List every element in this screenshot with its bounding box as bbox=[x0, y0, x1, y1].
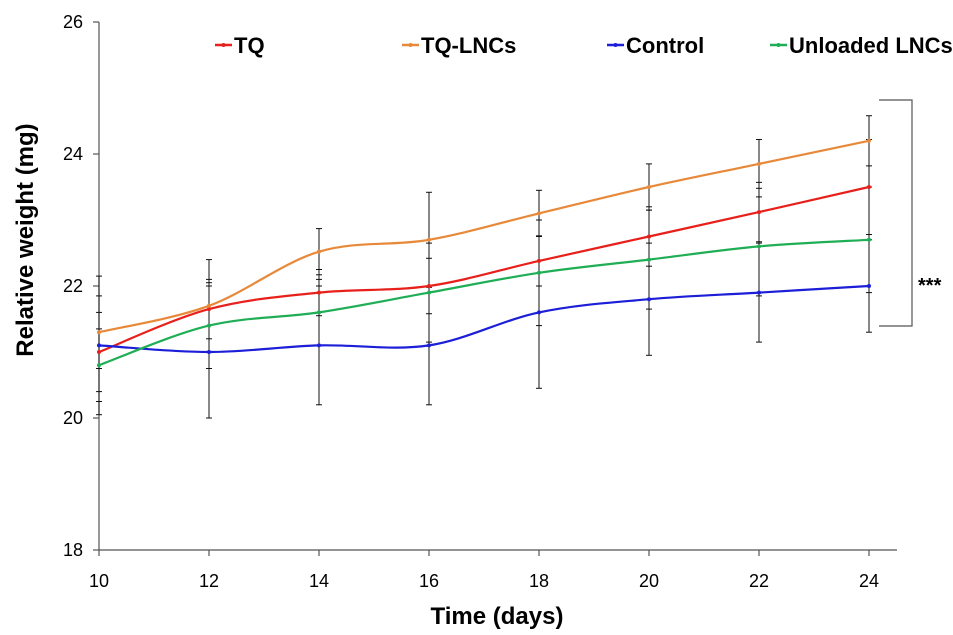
legend-marker bbox=[221, 43, 226, 47]
y-tick-label: 20 bbox=[63, 408, 83, 428]
data-point bbox=[207, 350, 211, 354]
legend-item-tq-lncs: TQ-LNCs bbox=[402, 33, 516, 58]
data-point bbox=[207, 307, 211, 312]
data-point bbox=[647, 185, 651, 189]
data-point bbox=[427, 290, 431, 295]
data-point bbox=[537, 258, 541, 263]
significance-bracket bbox=[879, 99, 913, 327]
data-point bbox=[317, 290, 321, 295]
series-line-control bbox=[98, 284, 870, 354]
data-point bbox=[427, 284, 431, 288]
bracket-line bbox=[879, 99, 913, 327]
y-tick-label: 24 bbox=[63, 144, 83, 164]
legend-marker bbox=[408, 43, 413, 47]
legend-label: TQ-LNCs bbox=[421, 33, 516, 58]
x-tick-label: 22 bbox=[749, 571, 769, 591]
data-point bbox=[867, 185, 871, 189]
data-point bbox=[317, 310, 321, 315]
x-tick-label: 10 bbox=[89, 571, 109, 591]
data-point bbox=[757, 244, 761, 249]
legend-marker bbox=[613, 43, 618, 47]
x-tick-label: 16 bbox=[419, 571, 439, 591]
data-point bbox=[867, 138, 871, 143]
data-point bbox=[427, 343, 431, 348]
y-tick-label: 18 bbox=[63, 540, 83, 560]
y-axis-title: Relative weight (mg) bbox=[12, 123, 39, 356]
data-point bbox=[317, 249, 321, 254]
series-line-unloaded-lncs bbox=[98, 238, 870, 367]
data-point bbox=[317, 343, 321, 348]
x-tick-label: 18 bbox=[529, 571, 549, 591]
error-bars bbox=[96, 115, 872, 419]
data-point bbox=[867, 237, 871, 242]
data-point bbox=[537, 211, 541, 216]
x-tick-label: 12 bbox=[199, 571, 219, 591]
legend: TQ TQ-LNCs Control Unloaded LNCs bbox=[215, 33, 953, 58]
data-point bbox=[757, 290, 761, 295]
data-point bbox=[97, 363, 101, 368]
legend-label: Unloaded LNCs bbox=[789, 33, 953, 58]
legend-item-unloaded-lncs: Unloaded LNCs bbox=[770, 33, 953, 58]
series-line-tq-lncs bbox=[98, 139, 870, 334]
data-point bbox=[647, 297, 651, 302]
y-tick-label: 22 bbox=[63, 276, 83, 296]
data-point bbox=[647, 257, 651, 262]
series-line-tq bbox=[98, 185, 870, 354]
data-point bbox=[757, 161, 761, 166]
data-point bbox=[97, 350, 101, 354]
axes: 18 20 22 24 26 10 12 14 16 18 20 22 24 bbox=[63, 12, 897, 591]
data-point bbox=[97, 343, 101, 348]
x-tick-label: 20 bbox=[639, 571, 659, 591]
x-axis-title: Time (days) bbox=[431, 603, 564, 630]
data-point bbox=[427, 237, 431, 242]
data-point bbox=[207, 303, 211, 308]
series-lines bbox=[97, 138, 871, 368]
legend-item-control: Control bbox=[607, 33, 704, 58]
data-point bbox=[867, 284, 871, 288]
legend-label: Control bbox=[626, 33, 704, 58]
x-tick-label: 24 bbox=[859, 571, 879, 591]
data-point bbox=[647, 234, 651, 239]
data-point bbox=[97, 330, 101, 335]
x-tick-label: 14 bbox=[309, 571, 329, 591]
data-point bbox=[537, 270, 541, 275]
data-point bbox=[207, 323, 211, 328]
legend-label: TQ bbox=[234, 33, 265, 58]
legend-item-tq: TQ bbox=[215, 33, 265, 58]
data-point bbox=[757, 210, 761, 215]
significance-annotation: *** bbox=[918, 275, 942, 297]
legend-marker bbox=[776, 43, 781, 47]
data-point bbox=[537, 310, 541, 315]
y-tick-label: 26 bbox=[63, 12, 83, 32]
